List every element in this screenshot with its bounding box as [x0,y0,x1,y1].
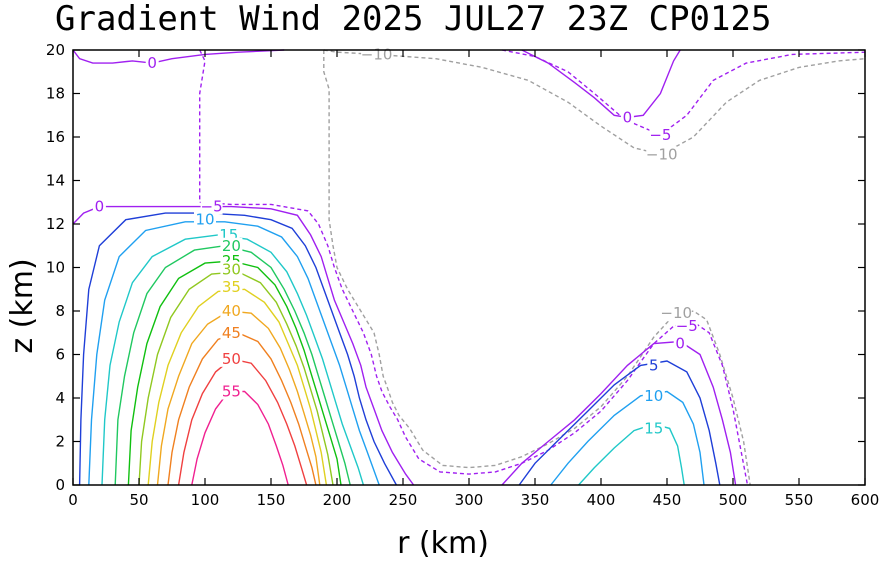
contour-label-bg [620,109,634,126]
y-axis-label: z (km) [5,258,40,353]
contour-label-bg [642,420,665,437]
contour-label-neg5: −5 [649,126,671,144]
contour-label-55: 55 [222,382,241,400]
contour-label-bg [220,383,243,400]
contour-line-30-16 [138,271,334,486]
contour-label-neg5: −5 [201,198,223,216]
contour-label-5: 5 [649,356,659,374]
contour-label-0: 0 [95,198,105,216]
y-tick-label: 6 [55,346,65,364]
contour-label-50: 50 [222,350,241,368]
contour-label-neg10: −10 [646,145,678,163]
x-tick-label: 250 [389,491,418,509]
contour-label-neg5: −5 [676,317,698,335]
x-tick-label: 300 [455,491,484,509]
contour-label-0: 0 [147,54,157,72]
contour-line-0-5 [72,49,285,64]
contour-label-bg [145,55,159,72]
chart-title: Gradient Wind 2025 JUL27 23Z CP0125 [55,0,771,39]
contour-label-bg [675,318,698,335]
contour-label-15: 15 [644,419,663,437]
x-tick-label: 50 [129,491,148,509]
x-axis-label: r (km) [397,526,489,561]
x-tick-label: 100 [191,491,220,509]
contour-line-neg10-1 [323,49,866,156]
x-tick-label: 350 [521,491,550,509]
contour-label-bg [92,198,106,215]
contour-label-bg [649,126,672,143]
contour-line-neg10-0 [323,50,751,486]
contour-line-10-10 [88,221,380,486]
contour-label-bg [220,279,243,296]
x-tick-label: 600 [851,491,879,509]
contour-label-bg [673,335,687,352]
contour-label-bg [220,350,243,367]
contour-line-45-19 [167,332,317,486]
y-tick-label: 4 [55,389,65,407]
contour-label-bg [220,261,243,278]
contour-label-0: 0 [675,335,685,353]
contour-layer [72,49,866,486]
contour-label-40: 40 [222,302,241,320]
contour-label-bg [220,324,243,341]
contour-line-50-20 [177,358,308,486]
contour-label-bg [660,305,692,322]
contour-label-bg [220,303,243,319]
y-tick-label: 8 [55,302,65,320]
y-tick-label: 0 [55,476,65,494]
y-tick-label: 20 [46,41,65,59]
contour-line-neg5-3 [501,49,866,136]
contour-label-0: 0 [623,108,633,126]
contour-line-25-15 [127,260,342,486]
contour-label-neg10: −10 [361,45,393,63]
y-tick-label: 16 [46,128,65,146]
contour-label-bg [646,146,678,163]
contour-label-30: 30 [222,261,241,279]
contour-line-0-6 [521,49,681,119]
contour-line-40-18 [156,310,321,486]
contour-line-15-13 [578,423,685,486]
contour-line-5-9 [518,360,721,486]
contour-line-35-17 [147,288,328,486]
contour-label-35: 35 [222,278,241,296]
contour-label-bg [194,211,216,228]
contour-line-neg5-2 [199,49,749,486]
x-tick-label: 200 [323,491,352,509]
contour-label-bg [220,237,243,254]
x-tick-label: 550 [785,491,814,509]
y-tick-label: 12 [46,215,65,233]
contour-label-10: 10 [195,211,214,229]
x-tick-label: 400 [587,491,616,509]
contour-label-45: 45 [222,324,241,342]
contour-label-bg [200,198,223,215]
y-tick-label: 2 [55,433,65,451]
contour-label-bg [642,387,665,404]
contour-line-15-12 [101,234,365,486]
contour-label-20: 20 [222,237,241,255]
contour-label-10: 10 [644,387,663,405]
contour-line-0-7 [501,340,737,486]
contour-line-55-21 [191,390,289,486]
contour-label-neg10: −10 [660,304,692,322]
contour-line-5-8 [78,212,398,486]
x-tick-label: 500 [719,491,748,509]
contour-line-10-11 [550,390,705,486]
x-tick-label: 450 [653,491,682,509]
contour-line-0-4 [72,205,415,486]
x-tick-label: 150 [257,491,286,509]
contour-line-20-14 [114,244,351,486]
contour-label-bg [647,357,661,374]
y-axis-ticks: 0 2 4 6 8 10 12 14 16 18 20 [46,41,865,494]
x-axis-ticks: 0 50 100 150 200 250 300 350 400 450 500 550 600 [68,50,879,509]
y-tick-label: 10 [46,259,65,277]
x-tick-label: 0 [68,491,78,509]
y-tick-label: 14 [46,172,65,190]
y-tick-label: 18 [46,85,65,103]
